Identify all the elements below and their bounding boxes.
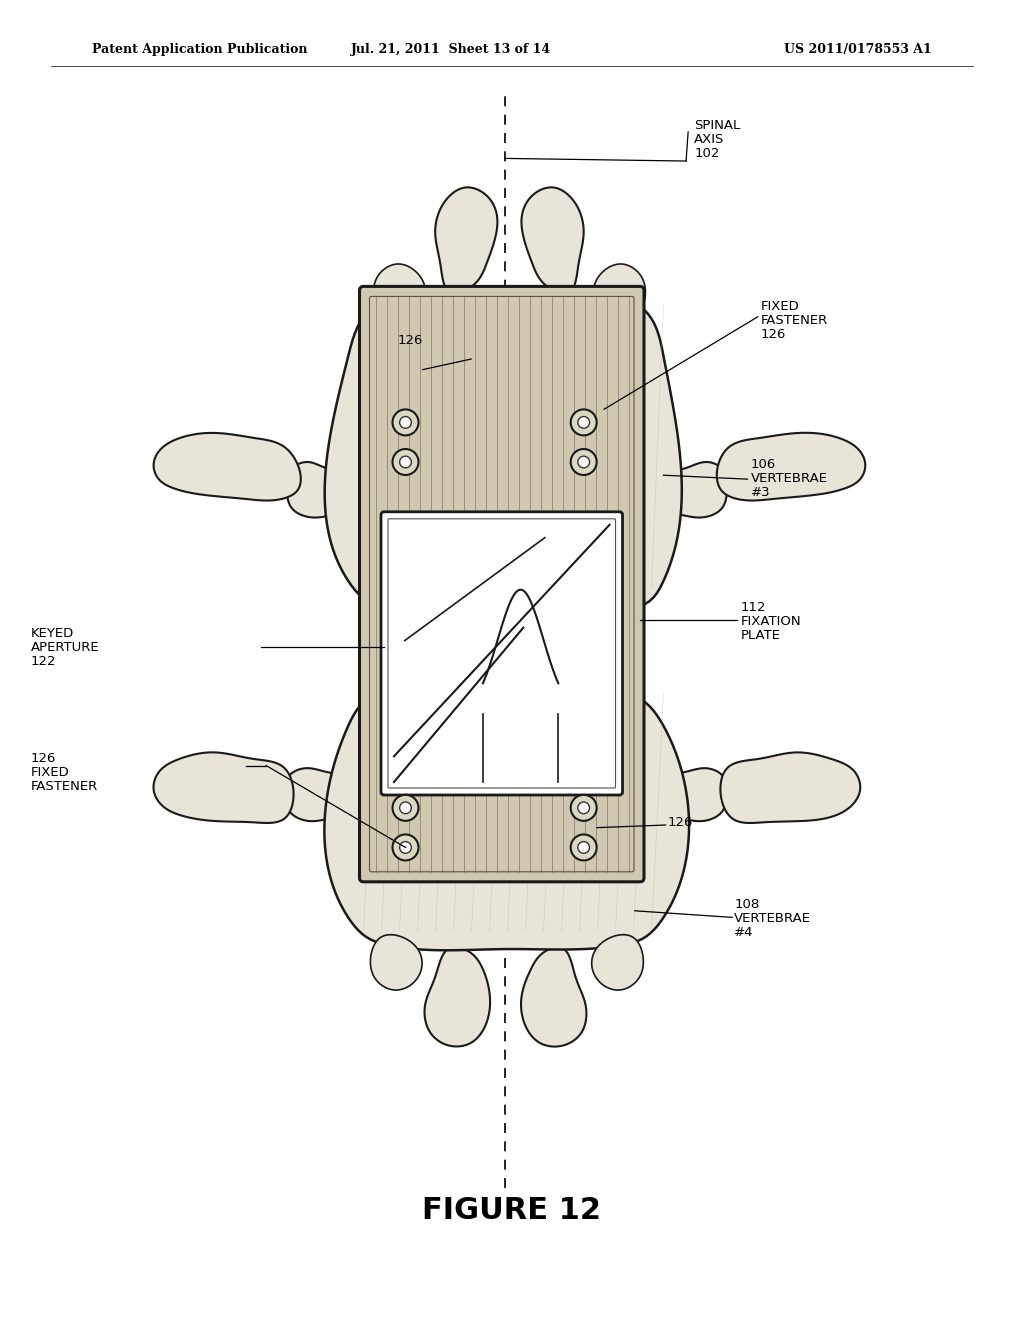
Polygon shape — [371, 935, 422, 990]
Circle shape — [578, 803, 590, 813]
Polygon shape — [658, 768, 727, 821]
Polygon shape — [721, 752, 860, 822]
Text: FASTENER: FASTENER — [31, 780, 98, 793]
Polygon shape — [435, 187, 498, 294]
Polygon shape — [285, 768, 353, 821]
Text: 108: 108 — [734, 898, 760, 911]
Text: FIXATION: FIXATION — [740, 615, 801, 628]
Circle shape — [399, 803, 412, 813]
Circle shape — [399, 842, 412, 853]
Text: SPINAL: SPINAL — [694, 119, 740, 132]
Polygon shape — [657, 462, 727, 517]
Text: FIGURE 12: FIGURE 12 — [423, 1196, 601, 1225]
Circle shape — [392, 449, 419, 475]
Circle shape — [578, 842, 590, 853]
Text: US 2011/0178553 A1: US 2011/0178553 A1 — [784, 44, 932, 57]
Circle shape — [570, 795, 597, 821]
Text: PLATE: PLATE — [740, 628, 780, 642]
Text: 126: 126 — [668, 816, 693, 829]
FancyBboxPatch shape — [359, 286, 644, 882]
Circle shape — [570, 449, 597, 475]
Polygon shape — [154, 433, 301, 500]
Circle shape — [399, 417, 412, 428]
Polygon shape — [325, 685, 689, 950]
Text: 126: 126 — [761, 327, 786, 341]
Circle shape — [578, 457, 590, 467]
Text: 112: 112 — [740, 601, 766, 614]
Text: 126: 126 — [31, 752, 56, 766]
Text: KEYED: KEYED — [31, 627, 74, 640]
Polygon shape — [425, 948, 490, 1047]
Polygon shape — [154, 752, 294, 822]
Circle shape — [392, 795, 419, 821]
Polygon shape — [594, 264, 645, 319]
Text: Patent Application Publication: Patent Application Publication — [92, 44, 307, 57]
Text: #3: #3 — [751, 486, 770, 499]
Circle shape — [570, 409, 597, 436]
FancyBboxPatch shape — [381, 512, 623, 795]
Polygon shape — [717, 433, 865, 500]
Circle shape — [392, 834, 419, 861]
Polygon shape — [325, 292, 682, 612]
Circle shape — [578, 417, 590, 428]
Text: #4: #4 — [734, 925, 754, 939]
Circle shape — [392, 409, 419, 436]
Text: FIXED: FIXED — [31, 767, 70, 780]
Polygon shape — [521, 948, 587, 1047]
Text: 102: 102 — [694, 147, 720, 160]
Text: VERTEBRAE: VERTEBRAE — [734, 912, 811, 925]
Circle shape — [570, 834, 597, 861]
Text: AXIS: AXIS — [694, 133, 725, 147]
Text: 122: 122 — [31, 655, 56, 668]
Circle shape — [399, 457, 412, 467]
Text: FIXED: FIXED — [761, 300, 800, 313]
Text: FASTENER: FASTENER — [761, 314, 828, 327]
Polygon shape — [287, 462, 354, 517]
Text: VERTEBRAE: VERTEBRAE — [751, 473, 827, 486]
Polygon shape — [374, 264, 425, 319]
Polygon shape — [592, 935, 643, 990]
Text: 106: 106 — [751, 458, 776, 471]
Polygon shape — [521, 187, 584, 294]
Text: APERTURE: APERTURE — [31, 642, 99, 655]
Text: Jul. 21, 2011  Sheet 13 of 14: Jul. 21, 2011 Sheet 13 of 14 — [350, 44, 551, 57]
Text: 126: 126 — [397, 334, 423, 347]
